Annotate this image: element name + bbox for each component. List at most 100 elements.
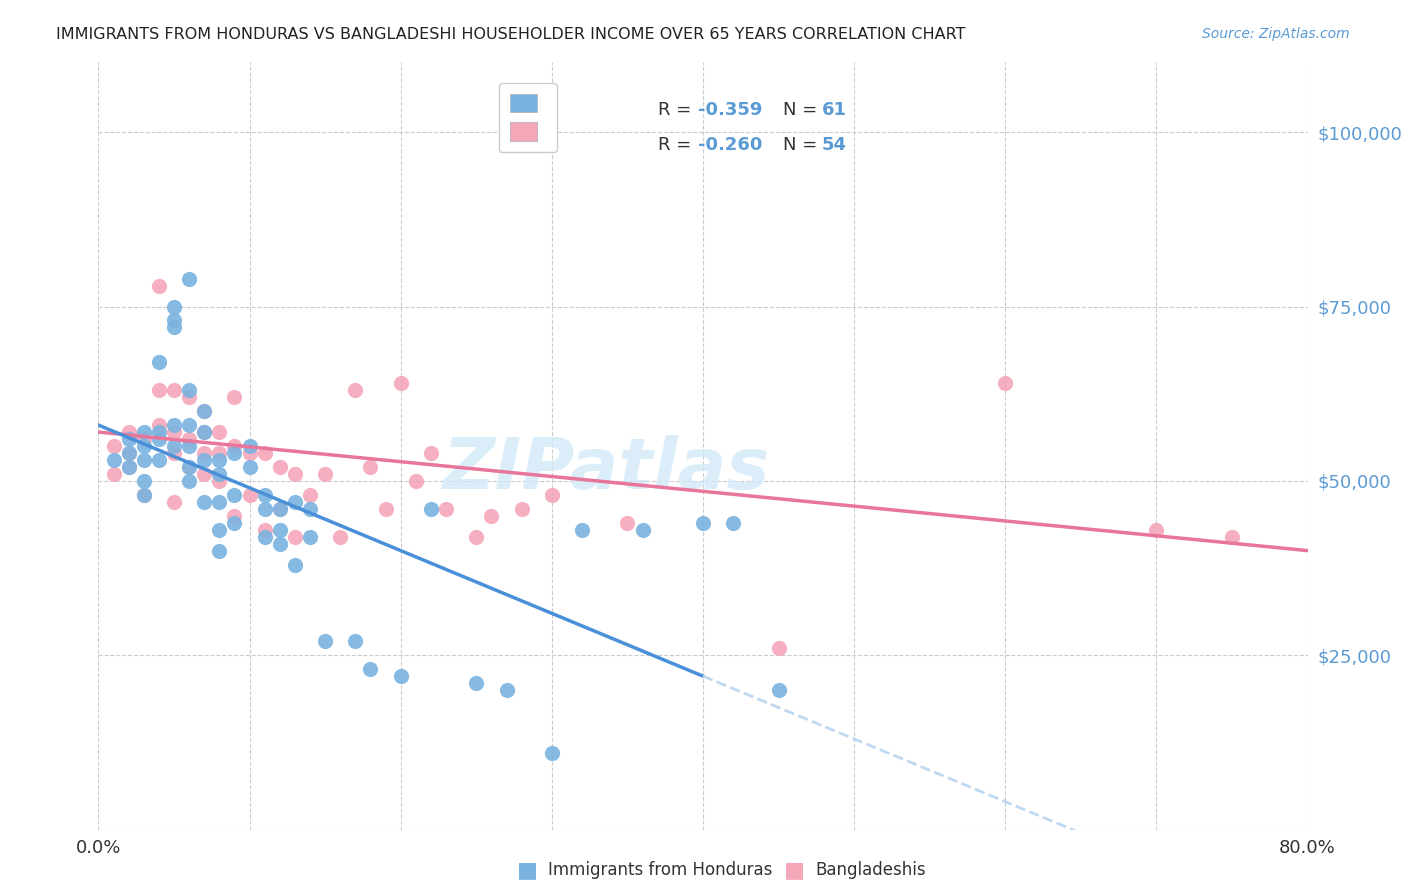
Point (118, 446, 141, 460)
Point (208, 523, 231, 537)
Point (193, 467, 215, 481)
Point (269, 536, 291, 550)
Point (163, 425, 186, 439)
Point (1220, 530, 1243, 544)
Point (132, 488, 155, 502)
Point (284, 495, 307, 509)
Point (148, 278, 170, 293)
Point (208, 467, 231, 481)
Point (148, 453, 170, 467)
Text: 61: 61 (821, 101, 846, 119)
Point (253, 501, 276, 516)
Text: Bangladeshis: Bangladeshis (815, 861, 927, 879)
Point (768, 641, 790, 656)
Text: ■: ■ (785, 860, 804, 880)
Point (1144, 523, 1167, 537)
Point (299, 501, 322, 516)
Point (163, 495, 186, 509)
Point (510, 501, 533, 516)
Point (148, 425, 170, 439)
Point (208, 495, 231, 509)
Point (495, 683, 517, 698)
Point (692, 516, 714, 530)
Point (253, 523, 276, 537)
Point (344, 634, 367, 648)
Point (269, 501, 291, 516)
Point (374, 501, 396, 516)
Point (540, 746, 562, 760)
Text: -0.359: -0.359 (699, 101, 762, 119)
Point (208, 446, 231, 460)
Point (118, 425, 141, 439)
Point (118, 446, 141, 460)
Point (208, 474, 231, 488)
Point (193, 404, 215, 418)
Text: Immigrants from Honduras: Immigrants from Honduras (548, 861, 773, 879)
Point (163, 313, 186, 327)
Point (118, 459, 141, 474)
Point (284, 467, 307, 481)
Point (299, 530, 322, 544)
Text: R =: R = (658, 136, 697, 153)
Point (269, 459, 291, 474)
Point (224, 516, 246, 530)
Point (284, 530, 307, 544)
Text: 54: 54 (821, 136, 846, 153)
Point (179, 474, 201, 488)
Text: Source: ZipAtlas.com: Source: ZipAtlas.com (1202, 27, 1350, 41)
Point (723, 516, 745, 530)
Point (631, 523, 654, 537)
Point (118, 459, 141, 474)
Text: N =: N = (783, 101, 823, 119)
Text: IMMIGRANTS FROM HONDURAS VS BANGLADESHI HOUSEHOLDER INCOME OVER 65 YEARS CORRELA: IMMIGRANTS FROM HONDURAS VS BANGLADESHI … (56, 27, 966, 42)
Point (132, 432, 155, 446)
Point (224, 390, 246, 404)
Point (179, 439, 201, 453)
Point (163, 320, 186, 334)
Text: -0.260: -0.260 (699, 136, 762, 153)
Point (179, 271, 201, 285)
Point (420, 446, 443, 460)
Point (132, 439, 155, 453)
Point (571, 523, 593, 537)
Point (179, 390, 201, 404)
Text: R =: R = (658, 101, 697, 119)
Point (179, 418, 201, 433)
Point (465, 530, 488, 544)
Point (208, 453, 231, 467)
Point (179, 383, 201, 397)
Point (224, 439, 246, 453)
Point (163, 446, 186, 460)
Point (148, 355, 170, 369)
Point (253, 446, 276, 460)
Legend: , : , (499, 83, 557, 153)
Point (360, 662, 382, 676)
Point (405, 474, 427, 488)
Point (163, 300, 186, 314)
Point (103, 439, 125, 453)
Point (269, 523, 291, 537)
Point (253, 488, 276, 502)
Point (616, 516, 638, 530)
Point (314, 634, 336, 648)
Point (481, 508, 503, 523)
Point (103, 453, 125, 467)
Point (193, 425, 215, 439)
Point (193, 425, 215, 439)
Point (193, 495, 215, 509)
Point (148, 432, 170, 446)
Point (163, 439, 186, 453)
Text: ZIPatlas: ZIPatlas (443, 434, 770, 503)
Point (239, 459, 262, 474)
Point (239, 446, 262, 460)
Point (994, 376, 1017, 391)
Point (148, 383, 170, 397)
Point (389, 669, 412, 683)
Point (224, 488, 246, 502)
Point (193, 446, 215, 460)
Point (224, 508, 246, 523)
Point (434, 501, 457, 516)
Point (299, 488, 322, 502)
Point (193, 453, 215, 467)
Point (208, 425, 231, 439)
